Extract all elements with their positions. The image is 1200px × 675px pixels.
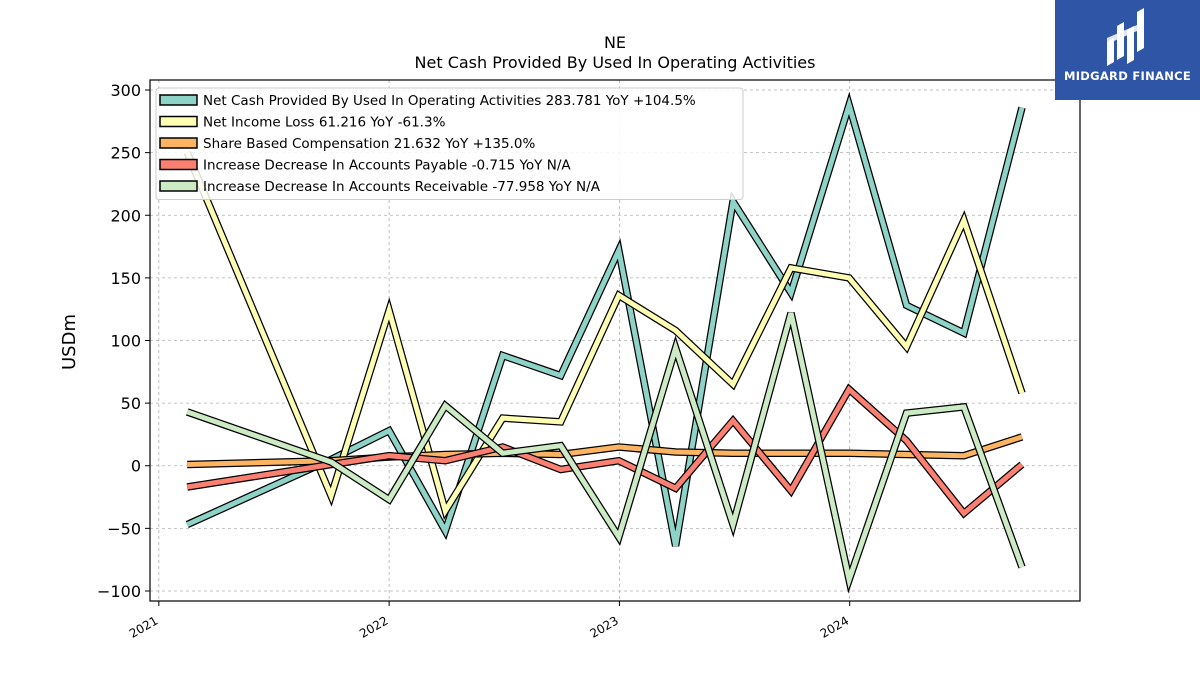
y-tick-label: −50 [107,519,141,538]
legend-entry: Net Income Loss 61.216 YoY -61.3% [203,115,446,131]
legend-swatch [159,115,198,128]
logo-mark-icon [1107,8,1144,66]
y-axis-label: USDm [59,314,80,370]
legend-entry: Share Based Compensation 21.632 YoY +135… [203,136,535,152]
y-tick-label: 250 [110,144,141,163]
x-tick-label: 2024 [818,613,851,640]
y-tick-label: 50 [121,394,141,413]
legend-entry: Net Cash Provided By Used In Operating A… [203,93,696,109]
series-line [186,96,1025,547]
series-line [186,312,1025,589]
legend: Net Cash Provided By Used In Operating A… [155,87,744,200]
x-tick-label: 2023 [587,613,620,640]
legend-box [155,87,744,200]
chart-title: NE [604,33,626,52]
x-tick-label: 2022 [357,613,390,640]
legend-entry: Increase Decrease In Accounts Payable -0… [203,158,571,174]
y-tick-label: 100 [110,332,141,351]
y-tick-label: 200 [110,206,141,225]
y-tick-label: 150 [110,269,141,288]
y-tick-label: 0 [131,457,141,476]
y-tick-label: 300 [110,81,141,100]
chart-subtitle: Net Cash Provided By Used In Operating A… [415,53,816,72]
series-line [184,151,1025,517]
legend-entry: Increase Decrease In Accounts Receivable… [203,179,601,195]
x-tick-label: 2021 [127,613,160,640]
legend-swatch [159,158,198,171]
legend-swatch [159,180,198,192]
logo-text: MIDGARD FINANCE [1063,69,1192,83]
y-tick-label: −100 [97,582,141,601]
legend-swatch [159,137,198,149]
brand-logo: MIDGARD FINANCE [1055,0,1200,100]
series-lines [183,91,1026,594]
legend-swatch [159,94,198,106]
